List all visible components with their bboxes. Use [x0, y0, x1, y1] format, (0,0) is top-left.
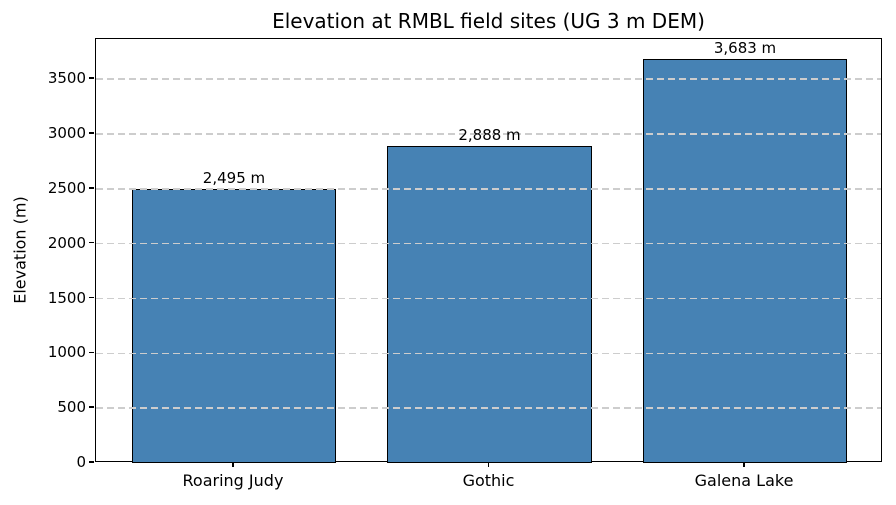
y-tick: [89, 77, 94, 79]
x-tick-label-roaring-judy: Roaring Judy: [182, 471, 284, 490]
y-tick: [89, 406, 94, 408]
y-tick: [89, 241, 94, 244]
x-tick: [232, 462, 234, 467]
chart-title: Elevation at RMBL field sites (UG 3 m DE…: [272, 9, 705, 33]
bar-gothic: [387, 146, 592, 463]
bar-galena-lake: [642, 59, 848, 463]
y-tick: [89, 187, 94, 189]
y-tick: [89, 461, 94, 463]
plot-area: 2,495 m 2,888 m 3,683 m: [95, 38, 882, 463]
bar-roaring-judy: [131, 189, 337, 463]
x-tick: [743, 462, 745, 467]
x-tick: [487, 462, 490, 467]
y-tick-label: 3000: [47, 124, 86, 143]
y-tick-label: 500: [57, 398, 86, 417]
y-tick-label: 1000: [47, 343, 86, 362]
x-tick-label-gothic: Gothic: [462, 471, 515, 490]
x-tick-label-galena-lake: Galena Lake: [694, 471, 794, 490]
bar-value-label: 3,683 m: [713, 39, 777, 58]
y-tick-label: 2500: [47, 178, 86, 197]
y-tick-label: 0: [76, 453, 86, 471]
bar-value-label: 2,495 m: [202, 169, 266, 188]
y-tick: [89, 351, 94, 354]
y-tick-label: 3500: [47, 69, 86, 88]
y-tick: [89, 296, 94, 299]
y-tick-label: 1500: [47, 288, 86, 307]
bar-value-label: 2,888 m: [458, 126, 521, 145]
y-tick: [89, 132, 94, 134]
y-tick-label: 2000: [47, 233, 86, 252]
